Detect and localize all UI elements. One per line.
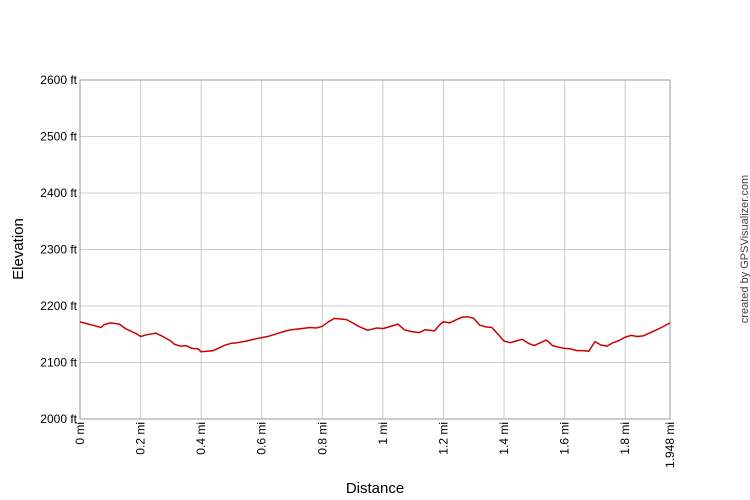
x-axis-ticks: 0 mi 0.2 mi 0.4 mi 0.6 mi 0.8 mi 1 mi 1.2 mi 1.…: [73, 422, 677, 468]
y-axis-ticks: 2000 ft 2100 ft 2200 ft 2300 ft 2400 ft 2500 …: [40, 73, 77, 426]
y-tick-label: 2600 ft: [40, 73, 77, 87]
elevation-line: [79, 315, 671, 353]
grid: [79, 79, 671, 420]
x-tick-label: 1.2 mi: [436, 422, 450, 455]
credit-text: created by GPSVisualizer.com: [739, 175, 750, 323]
x-tick-label: 0.2 mi: [134, 422, 148, 455]
x-tick-label: 1.948 mi: [663, 422, 677, 468]
y-tick-label: 2500 ft: [40, 130, 77, 144]
x-tick-label: 0.4 mi: [194, 422, 208, 455]
y-axis-title: Elevation: [10, 218, 27, 280]
y-tick-label: 2300 ft: [40, 243, 77, 257]
x-tick-label: 1.6 mi: [558, 422, 572, 455]
x-tick-label: 0.6 mi: [255, 422, 269, 455]
plot-area-frame: [79, 79, 671, 420]
x-tick-label: 1 mi: [376, 422, 390, 445]
y-tick-label: 2000 ft: [40, 412, 77, 426]
x-tick-label: 0 mi: [73, 422, 87, 445]
x-axis-title: Distance: [346, 480, 404, 497]
x-tick-label: 0.8 mi: [315, 422, 329, 455]
x-tick-label: 1.8 mi: [618, 422, 632, 455]
y-tick-label: 2100 ft: [40, 356, 77, 370]
y-tick-label: 2400 ft: [40, 186, 77, 200]
y-tick-label: 2200 ft: [40, 299, 77, 313]
x-tick-label: 1.4 mi: [497, 422, 511, 455]
